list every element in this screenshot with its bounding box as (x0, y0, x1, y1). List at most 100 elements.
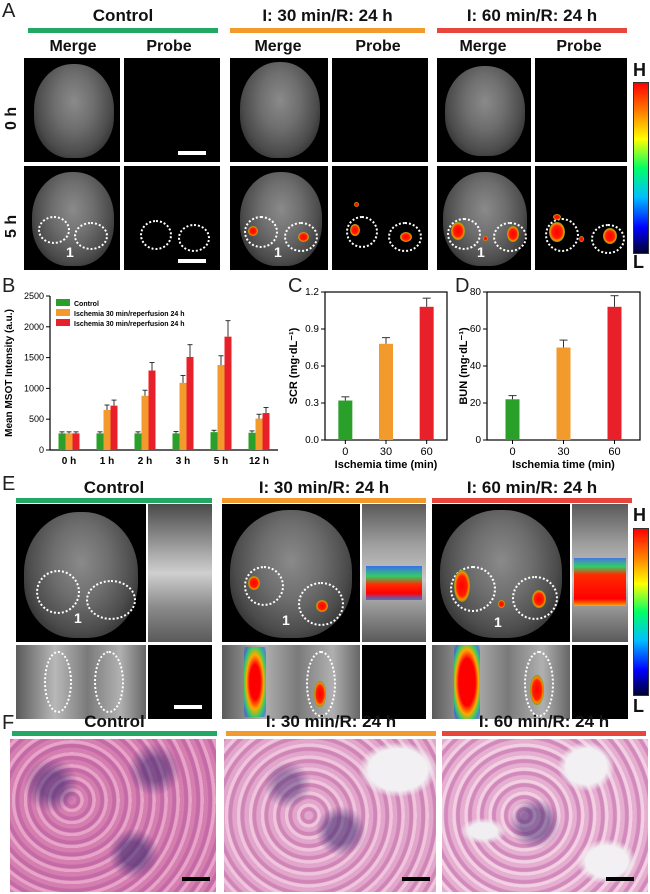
group-bar-i60-e (432, 498, 632, 503)
x-tick-label: 12 h (249, 456, 269, 467)
y-tick-label: 0 (475, 435, 481, 446)
y-tick-label: 0.3 (305, 398, 319, 409)
chart-msot-intensity: 0 500 1000 1500 2000 2500 Mean MSOT Intensity … (4, 291, 278, 467)
legend-label: Ischemia 30 min/reperfusion 24 h (74, 311, 185, 318)
y-tick-label: 2500 (24, 291, 44, 301)
image-i30-sagittal-e (362, 504, 426, 642)
probe-signal (400, 232, 412, 242)
image-control-sagittal-e (148, 504, 212, 642)
bar (505, 399, 520, 440)
legend-label: Ischemia 30 min/reperfusion 24 h (74, 321, 185, 328)
scale-bar (182, 877, 210, 881)
x-tick-label: 3 h (176, 456, 190, 467)
roi-left (140, 220, 172, 250)
colorbar-e (633, 528, 649, 696)
roi-left (36, 570, 80, 614)
roi-right (512, 576, 558, 620)
roi-right (284, 222, 318, 252)
col-probe-control: Probe (146, 38, 192, 55)
x-axis-label: Ischemia time (min) (512, 459, 615, 471)
y-tick-label: 0 (39, 445, 44, 455)
y-tick-label: 1500 (24, 353, 44, 363)
roi-right (524, 651, 554, 717)
bar (134, 433, 142, 450)
col-merge-i30: Merge (254, 38, 302, 55)
bar (338, 400, 353, 440)
image-i60-empty-e (572, 645, 628, 719)
x-axis-label: Ischemia time (min) (335, 459, 438, 471)
group-bar-i30-e (222, 498, 426, 503)
group-bar-i30-f (226, 731, 436, 736)
col-merge-control: Merge (49, 38, 97, 55)
bar (172, 433, 180, 450)
roi-number: 1 (282, 612, 290, 628)
histology-control (10, 739, 216, 892)
probe-signal (532, 590, 546, 608)
x-tick-label: 5 h (214, 456, 228, 467)
bar (148, 370, 156, 450)
probe-signal (298, 232, 309, 242)
y-tick-label: 20 (470, 398, 482, 409)
legend-label: Control (74, 301, 99, 308)
scale-bar (174, 705, 202, 709)
x-tick-label: 60 (608, 446, 620, 458)
bar (141, 395, 149, 450)
x-tick-label: 60 (421, 446, 433, 458)
probe-signal (553, 214, 561, 220)
group-bar-control-f (12, 731, 217, 736)
bar (379, 343, 393, 440)
image-i30-probe-0h (332, 58, 428, 162)
image-control-merge-0h (24, 58, 120, 162)
image-i60-probe-5h (535, 166, 627, 270)
scale-bar (606, 877, 634, 881)
legend-swatch (56, 319, 70, 326)
group-bar-control-a (28, 28, 218, 33)
image-control-probe-0h (124, 58, 220, 162)
roi-left (545, 218, 579, 252)
bar (58, 433, 66, 450)
x-tick-label: 0 (342, 446, 348, 458)
panel-label-c: C (288, 275, 303, 297)
histology-i30 (224, 739, 436, 892)
probe-signal (454, 645, 480, 719)
roi-right (86, 580, 136, 620)
y-tick-label: 0.0 (305, 435, 319, 446)
probe-signal (314, 681, 326, 707)
y-tick-label: 40 (470, 361, 482, 372)
kidney-section (445, 66, 525, 156)
probe-signal (316, 600, 328, 612)
bar (210, 432, 218, 450)
image-i30-empty-e (362, 645, 426, 719)
group-title-control-e: Control (83, 478, 145, 497)
probe-signal (248, 226, 258, 236)
image-i60-merge-5h: 1 (437, 166, 531, 270)
bar (262, 413, 270, 450)
colorbar-low-label-a: L (633, 252, 644, 272)
chart-scr: 0.0 0.3 0.6 0.9 1.2 SCR (mg·dL⁻¹) 0 30 60Ischemi… (288, 287, 448, 471)
group-bar-i60-a (437, 28, 627, 33)
scale-bar (178, 151, 206, 155)
group-title-i60-a: I: 60 min/R: 24 h (466, 6, 598, 25)
roi-left (447, 218, 481, 250)
bar (65, 433, 73, 450)
legend-swatch (56, 299, 70, 306)
bar (72, 433, 80, 450)
group-title-i30-f: I: 30 min/R: 24 h (265, 712, 397, 731)
probe-signal (454, 570, 470, 602)
group-bar-i60-f (442, 731, 646, 736)
panel-label-f: F (2, 712, 15, 734)
group-title-control-a: Control (92, 6, 154, 25)
y-axis-label: SCR (mg·dL⁻¹) (288, 327, 300, 404)
image-i60-axial-e: 1 (432, 504, 570, 642)
group-title-control-f: Control (84, 712, 145, 731)
image-control-empty-e (148, 645, 212, 719)
bar (224, 336, 232, 450)
x-tick-label: 30 (557, 446, 569, 458)
y-tick-label: 2000 (24, 322, 44, 332)
probe-signal (354, 202, 359, 207)
col-probe-i60: Probe (556, 38, 602, 55)
group-title-i60-f: I: 60 min/R: 24 h (478, 712, 610, 731)
x-tick-label: 0 (509, 446, 515, 458)
image-control-coronal-e (16, 645, 146, 719)
